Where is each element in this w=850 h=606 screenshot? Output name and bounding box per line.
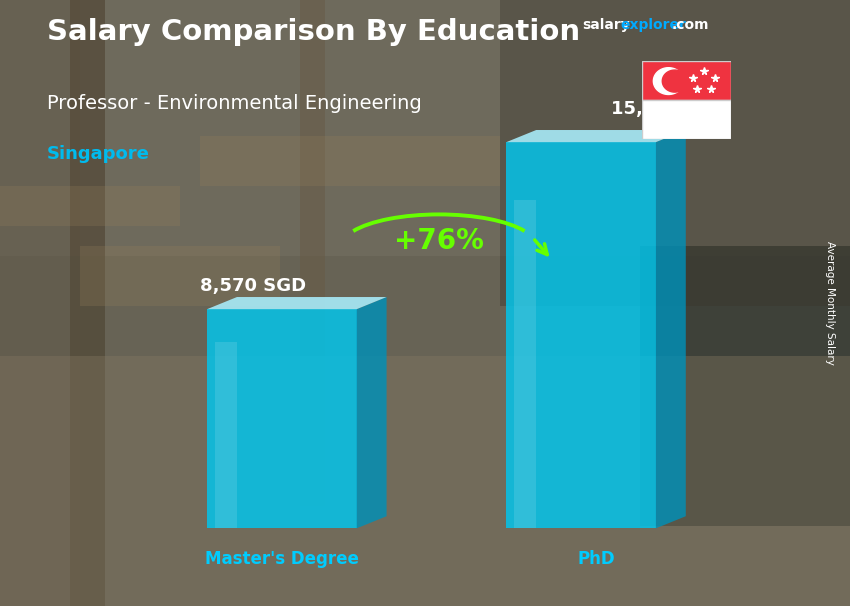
Polygon shape: [507, 142, 656, 528]
Polygon shape: [662, 70, 688, 92]
Text: Salary Comparison By Education: Salary Comparison By Education: [47, 18, 580, 46]
Text: Singapore: Singapore: [47, 145, 150, 164]
Text: PhD: PhD: [577, 550, 615, 568]
Bar: [0, 186, 180, 226]
Polygon shape: [357, 297, 387, 528]
Text: 15,100 SGD: 15,100 SGD: [611, 100, 729, 118]
Bar: [80, 246, 280, 306]
Text: Average Monthly Salary: Average Monthly Salary: [824, 241, 835, 365]
Text: +76%: +76%: [394, 227, 484, 255]
Bar: [0, 0, 80, 606]
Bar: [640, 246, 850, 526]
Polygon shape: [513, 200, 536, 528]
Polygon shape: [207, 297, 387, 309]
Text: Master's Degree: Master's Degree: [205, 550, 359, 568]
Text: Professor - Environmental Engineering: Professor - Environmental Engineering: [47, 94, 422, 113]
Bar: [300, 0, 325, 506]
Bar: [200, 136, 500, 186]
Bar: [500, 0, 850, 306]
Bar: [642, 100, 731, 139]
Polygon shape: [207, 309, 357, 528]
Text: explorer: explorer: [620, 18, 686, 32]
Bar: [642, 61, 731, 100]
Text: .com: .com: [672, 18, 709, 32]
Text: salary: salary: [582, 18, 630, 32]
Bar: [0, 0, 850, 256]
Bar: [0, 356, 850, 606]
Polygon shape: [654, 68, 683, 95]
Polygon shape: [214, 342, 237, 528]
Polygon shape: [507, 130, 686, 142]
Polygon shape: [656, 130, 686, 528]
Bar: [70, 0, 105, 606]
Text: 8,570 SGD: 8,570 SGD: [200, 276, 306, 295]
